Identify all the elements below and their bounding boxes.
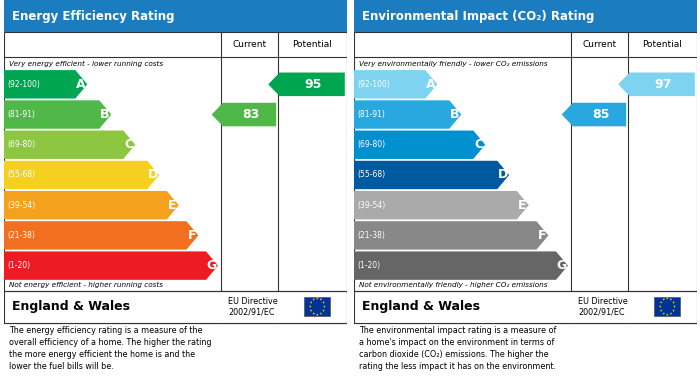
Polygon shape — [672, 301, 675, 304]
FancyBboxPatch shape — [354, 291, 696, 323]
Text: C: C — [474, 138, 483, 151]
Text: (81-91): (81-91) — [7, 110, 35, 119]
Text: A: A — [426, 78, 435, 91]
Polygon shape — [618, 73, 695, 96]
Text: EU Directive
2002/91/EC: EU Directive 2002/91/EC — [228, 297, 278, 316]
Polygon shape — [310, 301, 312, 304]
Text: Current: Current — [582, 40, 617, 49]
Polygon shape — [312, 298, 315, 301]
Text: (21-38): (21-38) — [357, 231, 385, 240]
Polygon shape — [320, 298, 322, 301]
Polygon shape — [309, 305, 312, 308]
Text: Environmental Impact (CO₂) Rating: Environmental Impact (CO₂) Rating — [362, 9, 594, 23]
Polygon shape — [322, 309, 325, 312]
Text: (92-100): (92-100) — [7, 80, 40, 89]
Polygon shape — [659, 305, 661, 308]
FancyBboxPatch shape — [4, 0, 346, 32]
Polygon shape — [268, 73, 345, 96]
Text: Potential: Potential — [293, 40, 332, 49]
Polygon shape — [354, 221, 548, 249]
Polygon shape — [316, 314, 319, 316]
Polygon shape — [4, 251, 218, 280]
Text: (39-54): (39-54) — [7, 201, 35, 210]
Polygon shape — [4, 100, 111, 129]
FancyBboxPatch shape — [654, 297, 680, 316]
Text: F: F — [538, 229, 546, 242]
Text: The energy efficiency rating is a measure of the
overall efficiency of a home. T: The energy efficiency rating is a measur… — [8, 326, 211, 371]
Polygon shape — [316, 297, 319, 300]
FancyBboxPatch shape — [354, 32, 696, 323]
Text: Current: Current — [232, 40, 267, 49]
Text: Not environmentally friendly - higher CO₂ emissions: Not environmentally friendly - higher CO… — [358, 282, 547, 288]
Text: (92-100): (92-100) — [357, 80, 390, 89]
Text: D: D — [148, 169, 158, 181]
Text: A: A — [76, 78, 85, 91]
Polygon shape — [670, 312, 672, 315]
Text: (55-68): (55-68) — [7, 170, 35, 179]
Polygon shape — [660, 309, 662, 312]
Polygon shape — [662, 298, 665, 301]
Polygon shape — [673, 305, 676, 308]
Polygon shape — [670, 298, 672, 301]
Text: Not energy efficient - higher running costs: Not energy efficient - higher running co… — [8, 282, 162, 288]
Polygon shape — [354, 251, 568, 280]
Text: G: G — [206, 259, 216, 272]
Text: 95: 95 — [304, 78, 322, 91]
Text: (1-20): (1-20) — [7, 261, 30, 270]
Text: (69-80): (69-80) — [7, 140, 35, 149]
Text: Potential: Potential — [643, 40, 682, 49]
Polygon shape — [310, 309, 312, 312]
Text: Very energy efficient - lower running costs: Very energy efficient - lower running co… — [8, 61, 163, 68]
Text: D: D — [498, 169, 508, 181]
Text: Energy Efficiency Rating: Energy Efficiency Rating — [12, 9, 174, 23]
Text: (81-91): (81-91) — [357, 110, 385, 119]
Polygon shape — [211, 103, 276, 126]
Text: England & Wales: England & Wales — [362, 300, 480, 313]
Polygon shape — [4, 131, 135, 159]
Polygon shape — [662, 312, 665, 315]
Polygon shape — [672, 309, 675, 312]
Polygon shape — [4, 191, 178, 219]
Text: C: C — [124, 138, 133, 151]
Text: G: G — [556, 259, 566, 272]
FancyBboxPatch shape — [4, 32, 346, 323]
FancyBboxPatch shape — [304, 297, 330, 316]
Polygon shape — [354, 161, 509, 189]
Polygon shape — [4, 221, 198, 249]
Text: Very environmentally friendly - lower CO₂ emissions: Very environmentally friendly - lower CO… — [358, 61, 547, 68]
Text: (21-38): (21-38) — [7, 231, 35, 240]
Polygon shape — [322, 301, 325, 304]
Polygon shape — [354, 131, 485, 159]
Polygon shape — [4, 70, 88, 99]
Text: 97: 97 — [654, 78, 672, 91]
Polygon shape — [354, 70, 438, 99]
Polygon shape — [666, 314, 668, 316]
Text: E: E — [168, 199, 176, 212]
Polygon shape — [354, 100, 461, 129]
FancyBboxPatch shape — [354, 0, 696, 32]
Polygon shape — [323, 305, 326, 308]
Text: 85: 85 — [592, 108, 610, 121]
Text: (55-68): (55-68) — [357, 170, 385, 179]
Polygon shape — [666, 297, 668, 300]
Polygon shape — [354, 191, 528, 219]
Text: E: E — [518, 199, 526, 212]
Text: B: B — [100, 108, 109, 121]
Polygon shape — [320, 312, 322, 315]
Polygon shape — [312, 312, 315, 315]
Text: B: B — [450, 108, 459, 121]
Polygon shape — [660, 301, 662, 304]
Text: (1-20): (1-20) — [357, 261, 380, 270]
FancyBboxPatch shape — [4, 291, 346, 323]
Text: (69-80): (69-80) — [357, 140, 385, 149]
Polygon shape — [4, 161, 159, 189]
Polygon shape — [561, 103, 626, 126]
Text: England & Wales: England & Wales — [12, 300, 130, 313]
Text: (39-54): (39-54) — [357, 201, 385, 210]
Text: F: F — [188, 229, 196, 242]
Text: 83: 83 — [242, 108, 260, 121]
Text: The environmental impact rating is a measure of
a home's impact on the environme: The environmental impact rating is a mea… — [358, 326, 556, 371]
Text: EU Directive
2002/91/EC: EU Directive 2002/91/EC — [578, 297, 628, 316]
